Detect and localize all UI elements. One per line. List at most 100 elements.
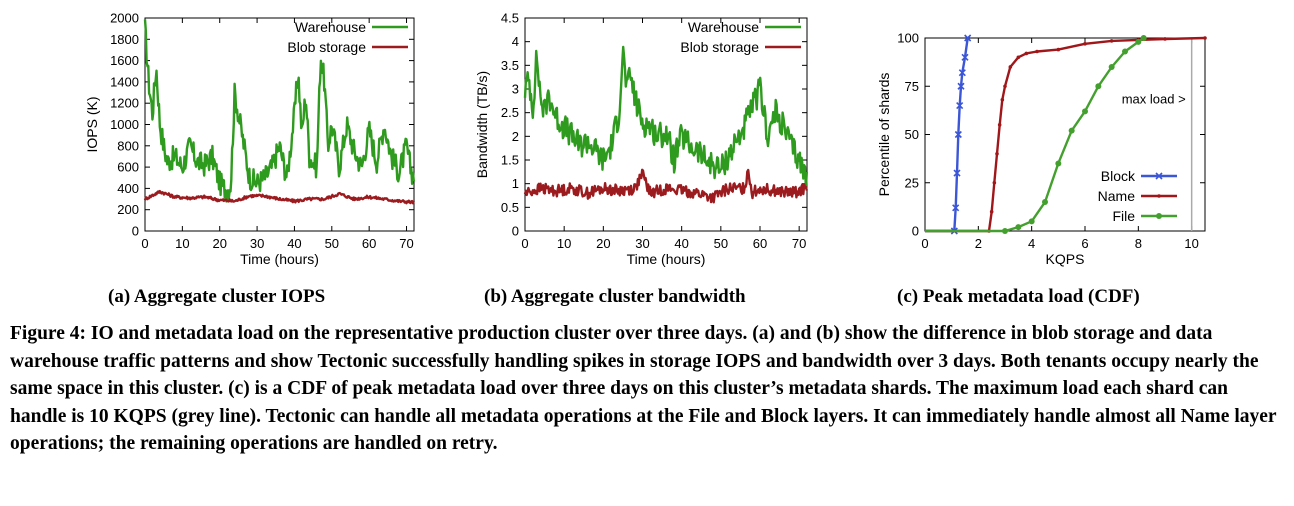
max-load-annotation: max load > — [1122, 92, 1186, 107]
y-tick-label: 2 — [512, 129, 519, 144]
legend-marker — [1156, 213, 1162, 219]
data-point — [1024, 51, 1029, 56]
data-point — [1083, 41, 1087, 46]
x-axis-label: Time (hours) — [627, 251, 706, 267]
data-point — [1203, 36, 1207, 40]
legend-label: Block — [1101, 168, 1136, 184]
x-tick-label: 60 — [753, 236, 767, 251]
x-tick-label: 6 — [1081, 236, 1088, 251]
y-tick-label: 0 — [132, 224, 139, 239]
data-point — [1068, 127, 1075, 134]
data-point — [1108, 63, 1115, 70]
x-tick-label: 10 — [175, 236, 189, 251]
y-axis-label: Bandwidth (TB/s) — [474, 71, 490, 178]
subcaption-c: (c) Peak metadata load (CDF) — [897, 286, 1140, 307]
data-point — [995, 152, 999, 156]
x-tick-label: 30 — [250, 236, 264, 251]
y-tick-label: 1400 — [110, 74, 139, 89]
y-tick-label: 1600 — [110, 53, 139, 68]
x-tick-label: 0 — [921, 236, 928, 251]
data-point — [1163, 37, 1167, 41]
data-point — [953, 169, 961, 177]
legend-label: Warehouse — [688, 19, 759, 35]
y-tick-label: 600 — [117, 160, 139, 175]
series-line-name — [925, 36, 1206, 233]
legend-marker — [1155, 172, 1163, 180]
subcaption-b: (b) Aggregate cluster bandwidth — [484, 286, 746, 307]
series-line-blob-storage — [143, 189, 415, 205]
x-tick-label: 8 — [1135, 236, 1142, 251]
y-tick-label: 800 — [117, 138, 139, 153]
legend-label: Blob storage — [680, 39, 759, 55]
x-tick-label: 70 — [792, 236, 806, 251]
legend-marker — [1157, 194, 1161, 198]
y-tick-label: 0 — [512, 224, 519, 239]
series-line-warehouse — [143, 19, 415, 203]
data-point — [1122, 48, 1128, 55]
x-tick-label: 30 — [635, 236, 649, 251]
y-tick-label: 4.5 — [501, 11, 519, 26]
y-tick-label: 75 — [905, 79, 919, 94]
data-point — [964, 34, 972, 42]
y-axis-label: IOPS (K) — [84, 96, 100, 152]
y-tick-label: 4 — [512, 34, 519, 49]
data-point — [989, 209, 994, 214]
y-tick-label: 400 — [117, 181, 139, 196]
data-point — [1082, 108, 1088, 115]
legend-label: Warehouse — [295, 19, 366, 35]
y-tick-label: 1800 — [110, 32, 139, 47]
x-axis-label: Time (hours) — [240, 251, 319, 267]
data-point — [1056, 47, 1061, 52]
y-tick-label: 0.5 — [501, 200, 519, 215]
legend-label: Name — [1098, 188, 1136, 204]
y-tick-label: 1 — [512, 176, 519, 191]
y-tick-label: 3.5 — [501, 58, 519, 73]
y-tick-label: 50 — [905, 127, 919, 142]
data-point — [956, 101, 964, 110]
x-tick-label: 50 — [714, 236, 728, 251]
x-tick-label: 20 — [596, 236, 610, 251]
y-tick-label: 25 — [905, 175, 919, 190]
data-point — [1055, 160, 1062, 167]
x-tick-label: 10 — [557, 236, 571, 251]
y-axis-label: Percentile of shards — [876, 73, 892, 197]
data-point — [1003, 84, 1007, 89]
data-point — [1042, 199, 1048, 206]
series-line-block — [925, 37, 969, 233]
data-point — [961, 53, 969, 61]
data-point — [954, 130, 962, 139]
data-point — [1028, 218, 1035, 225]
series-line-blob-storage — [523, 168, 808, 204]
x-tick-label: 70 — [399, 236, 413, 251]
iops-chart: 0 10 20 30 40 50 60 70 0 200 400 600 800 1000 1200 1400… — [84, 11, 415, 267]
x-tick-label: 60 — [362, 236, 376, 251]
data-point — [1095, 83, 1102, 90]
subcaption-a: (a) Aggregate cluster IOPS — [108, 286, 326, 307]
data-point — [1140, 35, 1147, 41]
data-point — [1015, 224, 1022, 231]
y-tick-label: 1.5 — [501, 153, 519, 168]
x-tick-label: 2 — [975, 236, 982, 251]
y-tick-label: 100 — [897, 31, 919, 46]
x-tick-label: 0 — [141, 236, 148, 251]
plot-frame — [924, 37, 1206, 232]
y-tick-label: 2000 — [110, 11, 139, 26]
figure-caption: Figure 4: IO and metadata load on the re… — [10, 323, 1277, 455]
x-tick-label: 10 — [1184, 236, 1198, 251]
data-point — [958, 69, 966, 77]
x-tick-label: 20 — [212, 236, 226, 251]
y-tick-label: 200 — [117, 202, 139, 217]
data-point — [957, 82, 965, 90]
y-tick-label: 1200 — [110, 96, 139, 111]
figure-plots: 0 10 20 30 40 50 60 700200400600800100012001400… — [84, 11, 1207, 267]
data-point — [1035, 49, 1039, 54]
data-point — [1008, 65, 1013, 69]
data-point — [997, 123, 1002, 127]
y-tick-label: 1000 — [110, 117, 139, 132]
data-point — [1109, 39, 1114, 43]
x-tick-label: 0 — [521, 236, 528, 251]
x-tick-label: 4 — [1028, 236, 1035, 251]
y-tick-label: 2.5 — [501, 105, 519, 120]
bandwidth-chart: 0 10 20 30 40 50 60 70 0 0.5 1 1.5 2 2.5 3 3.5 4 4.5 Time … — [474, 11, 808, 267]
